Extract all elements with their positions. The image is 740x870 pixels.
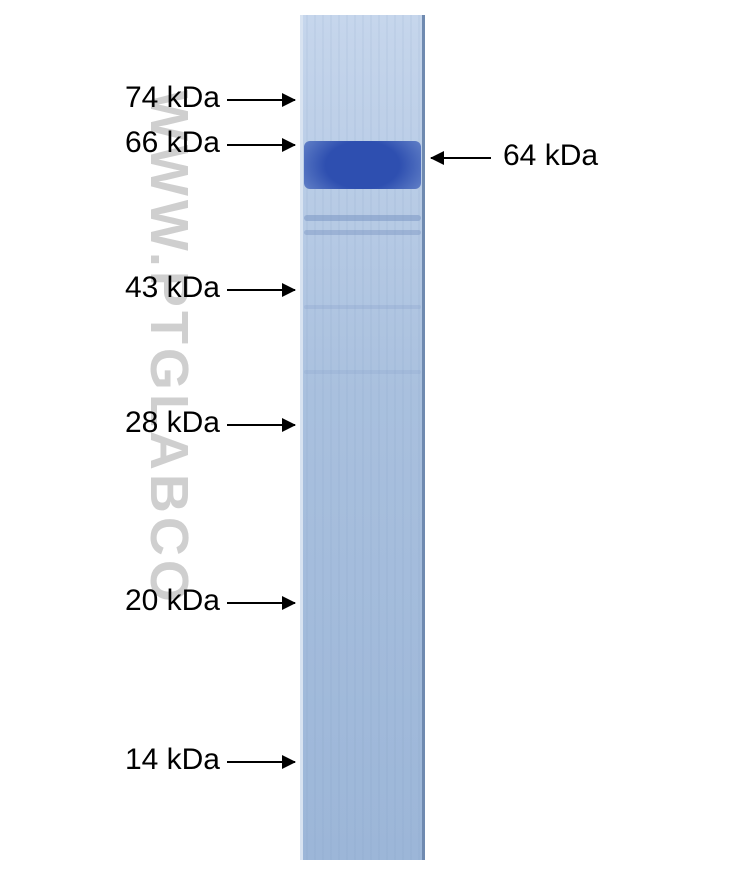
watermark-text: WWW.PTGLABCO (138, 90, 200, 606)
marker-arrow (227, 424, 295, 426)
marker-label: 20 kDa (125, 584, 220, 618)
marker-arrow (227, 144, 295, 146)
marker-label: 14 kDa (125, 743, 220, 777)
faint-band (304, 230, 421, 235)
gel-lane (300, 15, 425, 860)
marker-arrow (227, 289, 295, 291)
marker-label: 43 kDa (125, 271, 220, 305)
marker-label: 66 kDa (125, 126, 220, 160)
marker-arrow (227, 99, 295, 101)
faint-band (304, 305, 421, 309)
sample-arrow (431, 157, 491, 159)
gel-figure: WWW.PTGLABCO74 kDa 66 kDa 43 kDa 28 kDa 20 k… (0, 0, 740, 870)
faint-band (304, 215, 421, 221)
sample-label: 64 kDa (503, 139, 598, 173)
marker-label: 74 kDa (125, 81, 220, 115)
marker-label: 28 kDa (125, 406, 220, 440)
faint-band (304, 370, 421, 374)
marker-arrow (227, 602, 295, 604)
marker-arrow (227, 761, 295, 763)
sample-band (304, 141, 421, 189)
